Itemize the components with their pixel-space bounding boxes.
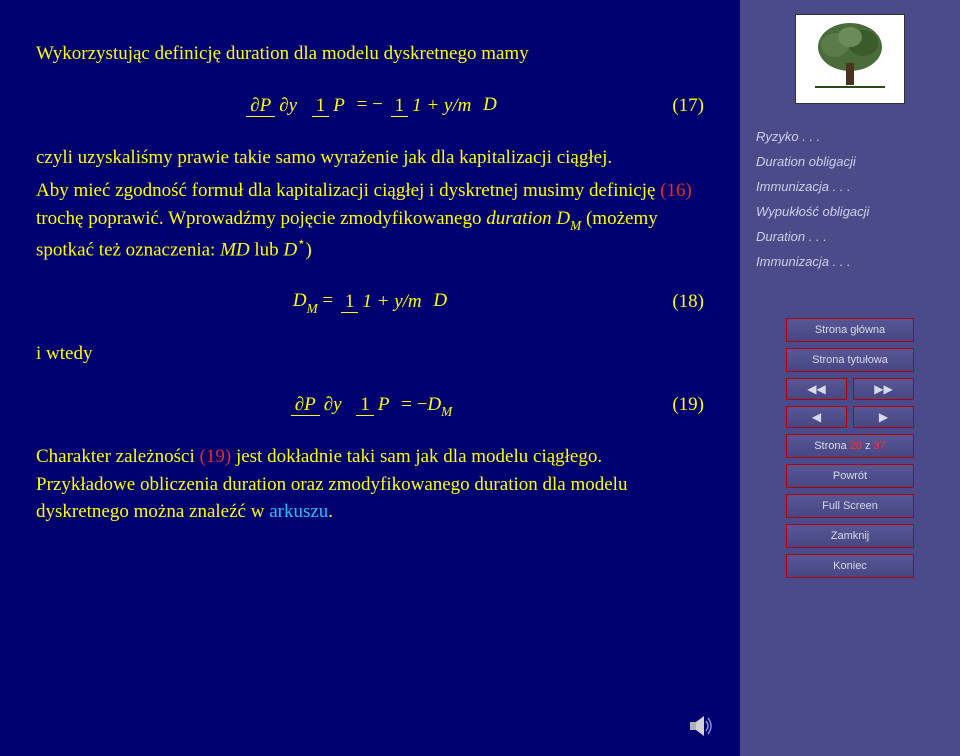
eq-number-19: (19) <box>672 391 704 419</box>
text: Strona <box>814 440 849 452</box>
fast-rewind-button[interactable]: ◀◀ <box>786 378 847 400</box>
back-button[interactable]: Powrót <box>786 464 914 488</box>
minus: − <box>417 394 428 415</box>
eq-denominator: ∂y <box>320 394 346 415</box>
eq-numerator: 1 <box>356 394 374 416</box>
text: Charakter zależności <box>36 446 200 467</box>
sub-M: M <box>307 301 318 316</box>
text: z <box>862 440 874 452</box>
nav-item[interactable]: Immunizacja . . . <box>752 249 948 274</box>
nav-item[interactable]: Duration . . . <box>752 224 948 249</box>
var-D: D <box>283 239 297 260</box>
nav-item[interactable]: Wypukłość obligacji <box>752 199 948 224</box>
eq-number-18: (18) <box>672 288 704 316</box>
nav-item[interactable]: Duration obligacji <box>752 149 948 174</box>
para-4: i wtedy <box>36 340 704 368</box>
page-current: 20 <box>850 440 862 452</box>
end-button[interactable]: Koniec <box>786 554 914 578</box>
nav-item[interactable]: Ryzyko . . . <box>752 124 948 149</box>
fullscreen-button[interactable]: Full Screen <box>786 494 914 518</box>
main-content: Wykorzystując definicję duration dla mod… <box>0 0 740 756</box>
sup-star: ⋆ <box>297 234 305 249</box>
link-arkusz[interactable]: arkuszu <box>269 501 328 522</box>
var-DM: D <box>293 290 307 311</box>
text: Aby mieć zgodność formuł dla kapitalizac… <box>36 180 660 201</box>
eq-numerator: 1 <box>312 95 330 117</box>
minus: − <box>372 94 383 115</box>
page-indicator[interactable]: Strona 20 z 37 <box>786 434 914 458</box>
next-button[interactable]: ▶ <box>853 406 914 428</box>
para-2: czyli uzyskaliśmy prawie takie samo wyra… <box>36 144 704 172</box>
var-DM: D <box>427 394 441 415</box>
sub-M: M <box>570 218 581 233</box>
eq-numerator: ∂P <box>246 95 275 117</box>
text: ) <box>306 239 312 260</box>
eq-denominator: 1 + y/m <box>408 95 475 116</box>
sidebar: Ryzyko . . . Duration obligacji Immuniza… <box>740 0 960 756</box>
equals: = <box>401 394 416 415</box>
title-button[interactable]: Strona tytułowa <box>786 348 914 372</box>
ref-19[interactable]: (19) <box>200 446 232 467</box>
para-3: Aby mieć zgodność formuł dla kapitalizac… <box>36 177 704 263</box>
term-duration: duration <box>486 208 551 229</box>
equation-17: ∂P∂y 1P = − 11 + y/m D (17) <box>36 80 704 132</box>
eq-numerator: 1 <box>391 95 409 117</box>
close-button[interactable]: Zamknij <box>786 524 914 548</box>
equation-18: DM = 11 + y/m D (18) <box>36 276 704 328</box>
audio-icon[interactable] <box>688 712 716 740</box>
var-D: D <box>433 290 447 311</box>
var-MD: MD <box>220 239 250 260</box>
logo[interactable] <box>795 14 905 104</box>
var-D: D <box>483 94 497 115</box>
var-DM: D <box>556 208 570 229</box>
eq-denominator: P <box>329 95 349 116</box>
equals: = <box>322 290 337 311</box>
text: trochę poprawić. Wprowadźmy pojęcie zmod… <box>36 208 486 229</box>
nav-item[interactable]: Immunizacja . . . <box>752 174 948 199</box>
ref-16[interactable]: (16) <box>660 180 692 201</box>
home-button[interactable]: Strona główna <box>786 318 914 342</box>
equation-19: ∂P∂y 1P = −DM (19) <box>36 379 704 431</box>
sub-M: M <box>441 404 452 419</box>
eq-number-17: (17) <box>672 92 704 120</box>
eq-numerator: ∂P <box>291 394 320 416</box>
eq-denominator: 1 + y/m <box>358 291 425 312</box>
fast-forward-button[interactable]: ▶▶ <box>853 378 914 400</box>
para-5: Charakter zależności (19) jest dokładnie… <box>36 443 704 526</box>
equals: = <box>357 94 372 115</box>
nav-list: Ryzyko . . . Duration obligacji Immuniza… <box>752 124 948 274</box>
text: lub <box>250 239 284 260</box>
button-column: Strona główna Strona tytułowa ◀◀ ▶▶ ◀ ▶ … <box>752 318 948 578</box>
eq-denominator: ∂y <box>275 95 301 116</box>
page-total: 37 <box>874 440 886 452</box>
eq-denominator: P <box>374 394 394 415</box>
eq-numerator: 1 <box>341 291 359 313</box>
para-1: Wykorzystując definicję duration dla mod… <box>36 40 704 68</box>
prev-button[interactable]: ◀ <box>786 406 847 428</box>
text: . <box>328 501 333 522</box>
